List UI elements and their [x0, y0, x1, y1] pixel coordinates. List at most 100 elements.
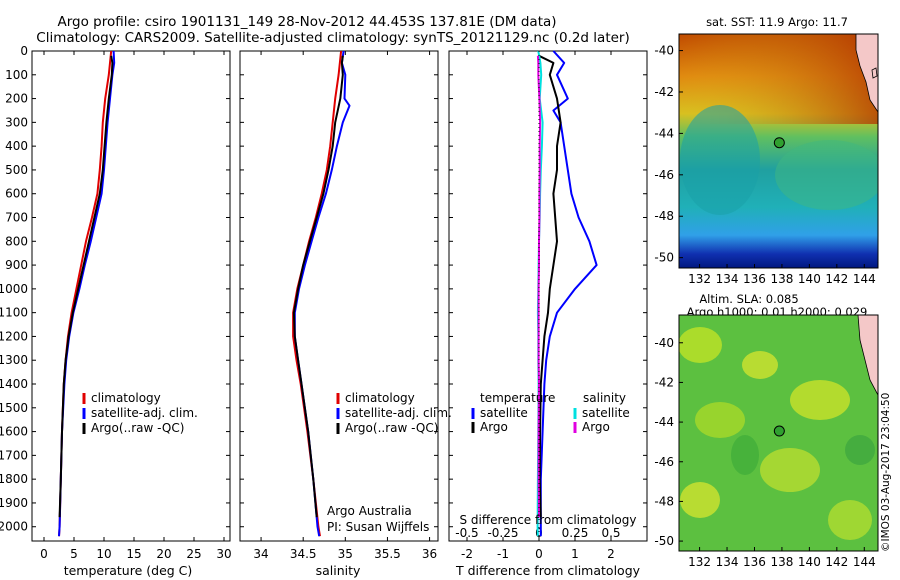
ytick-label: 1000	[0, 282, 28, 296]
map-xtick-label: 134	[716, 555, 739, 569]
legend-diff-sal_argo-label: Argo	[582, 420, 610, 434]
ytick-label: 1900	[0, 496, 28, 510]
xtick2-label: -0.5	[455, 526, 478, 540]
map-xtick-label: 138	[770, 555, 793, 569]
ytick-label: 300	[5, 115, 28, 129]
series-line-argo	[538, 54, 562, 518]
xtick2-label: 0.25	[562, 526, 589, 540]
sst-cool-patch	[680, 105, 760, 215]
sst-map: sat. SST: 11.9 Argo: 11.7 132 134 136 138 14…	[654, 15, 879, 286]
temperature-lines	[58, 50, 116, 537]
map-ytick-label: -48	[654, 494, 674, 508]
map-ytick-label: -42	[654, 85, 674, 99]
sla-patch-3	[695, 402, 745, 438]
map-xtick-label: 136	[743, 272, 766, 286]
legend-argo-label: Argo(..raw -QC)	[345, 421, 438, 435]
series-line-satellite	[293, 50, 351, 537]
salinity-panel: 34 34.5 35 35.5 36 climatologysatellite-adj.…	[239, 50, 452, 578]
ytick-label: 1400	[0, 377, 28, 391]
xtick-label: 5	[70, 547, 78, 561]
temperature-axes-frame	[31, 50, 231, 542]
legend-diff-argo-label: Argo	[480, 420, 508, 434]
salinity-xlabel: salinity	[316, 563, 361, 578]
ytick-label: 1800	[0, 472, 28, 486]
series-line-satellite	[539, 50, 598, 537]
legend-argo-label: Argo(..raw -QC)	[91, 421, 184, 435]
xtick-label: 0	[535, 547, 543, 561]
series-line-climatology	[292, 50, 343, 537]
map-ytick-label: -46	[654, 455, 674, 469]
xtick-label: 34.5	[290, 547, 317, 561]
sla-map: Altim. SLA: 0.085 Argo h1000: 0.01 h2000…	[654, 292, 879, 569]
map-xtick-label: 134	[716, 272, 739, 286]
sla-map-frame	[678, 314, 879, 552]
map-xtick-label: 144	[853, 272, 876, 286]
sla-land-tasmania	[857, 315, 878, 396]
xtick-label: 10	[96, 547, 111, 561]
sla-patch-9	[845, 435, 875, 465]
map-xtick-label: 132	[688, 272, 711, 286]
legend-header-salinity: salinity	[583, 391, 626, 405]
map-xtick-label: 136	[743, 555, 766, 569]
ytick-label: 1100	[0, 306, 28, 320]
map-xtick-label: 138	[770, 272, 793, 286]
map-ytick-label: -44	[654, 126, 674, 140]
ytick-label: 100	[5, 68, 28, 82]
difference-ticks: -2 -1 0 1 2 -0.5 -0.25 0 0.25 0.5	[449, 50, 647, 561]
xtick-label: 2	[607, 547, 615, 561]
sla-argo-marker	[773, 425, 785, 437]
map-xtick-label: 142	[825, 555, 848, 569]
ytick-label: 1700	[0, 448, 28, 462]
sst-argo-marker	[773, 137, 785, 149]
figure-title-line2: Climatology: CARS2009. Satellite-adjuste…	[36, 30, 629, 46]
legend-header-temperature: temperature	[480, 391, 555, 405]
difference-lines	[536, 50, 598, 541]
sla-patch-4	[790, 380, 850, 420]
ytick-label: 2000	[0, 520, 28, 534]
map-ytick-label: -40	[654, 44, 674, 58]
xtick-label: 1	[571, 547, 579, 561]
salinity-annotation-line1: Argo Australia	[327, 504, 412, 518]
ytick-label: 1500	[0, 401, 28, 415]
map-xtick-label: 140	[798, 555, 821, 569]
xtick-label: -2	[461, 547, 473, 561]
legend-diff-sal_satellite-label: satellite	[582, 406, 630, 420]
sst-map-frame	[678, 33, 879, 269]
sla-patch-5	[760, 448, 820, 492]
sla-map-title: Altim. SLA: 0.085	[699, 292, 798, 306]
salinity-annotation-line2: PI: Susan Wijffels	[327, 520, 429, 534]
map-xtick-label: 132	[688, 555, 711, 569]
temperature-ticks: 0100200300400500600700800900100011001200…	[0, 44, 232, 561]
ytick-label: 1600	[0, 425, 28, 439]
salinity-ticks: 34 34.5 35 35.5 36	[240, 50, 438, 561]
sla-patch-1	[679, 327, 722, 363]
difference-axes-frame	[448, 50, 648, 542]
ytick-label: 0	[20, 44, 28, 58]
sla-patch-8	[731, 435, 759, 475]
map-ytick-label: -46	[654, 168, 674, 182]
temperature-xlabel: temperature (deg C)	[64, 563, 193, 578]
sla-patch-7	[828, 500, 872, 540]
map-xtick-label: 140	[798, 272, 821, 286]
xtick-label: 35.5	[374, 547, 401, 561]
map-xtick-label: 144	[853, 555, 876, 569]
legend-climatology-label: climatology	[345, 391, 415, 405]
xtick-label: 30	[216, 547, 231, 561]
ytick-label: 900	[5, 258, 28, 272]
map-ytick-label: -44	[654, 415, 674, 429]
ytick-label: 200	[5, 92, 28, 106]
difference-panel: -2 -1 0 1 2 -0.5 -0.25 0 0.25 0.5 temperature sali…	[448, 50, 648, 578]
sst-map-ticks: 132 134 136 138 140 142 144 -40 -42 -44 -46 -48 -50	[654, 44, 875, 286]
xtick-label: 35	[338, 547, 353, 561]
map-ytick-label: -40	[654, 336, 674, 350]
temperature-panel: 0100200300400500600700800900100011001200…	[0, 44, 232, 578]
ytick-label: 400	[5, 139, 28, 153]
ytick-label: 1300	[0, 353, 28, 367]
xtick-label: 25	[186, 547, 201, 561]
xtick2-label: 0.5	[601, 526, 620, 540]
ytick-label: 600	[5, 187, 28, 201]
ytick-label: 700	[5, 211, 28, 225]
